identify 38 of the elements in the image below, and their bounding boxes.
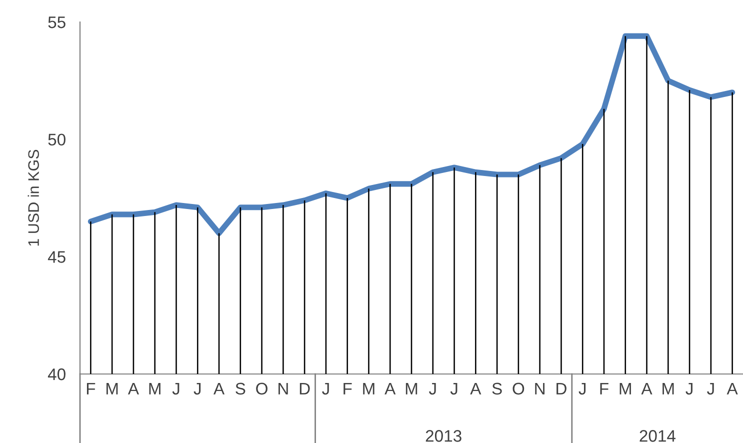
x-tick-label: N bbox=[278, 382, 288, 394]
x-tick-label: M bbox=[620, 382, 631, 394]
x-tick-label: J bbox=[578, 382, 586, 395]
x-tick-label: A bbox=[128, 382, 139, 394]
x-tick-label: M bbox=[662, 382, 674, 394]
text: 2013 bbox=[426, 430, 462, 442]
y-tick-label: 40 bbox=[48, 368, 66, 380]
x-tick-label: M bbox=[149, 382, 160, 394]
x-tick-label: J bbox=[686, 382, 692, 395]
x-tick-label: S bbox=[492, 382, 502, 395]
x-tick-label: S bbox=[236, 382, 246, 395]
x-tick-label: D bbox=[556, 382, 566, 394]
x-tick-label: F bbox=[86, 382, 96, 394]
x-tick-label: M bbox=[406, 382, 418, 394]
y-tick-label: 55 bbox=[48, 16, 66, 28]
x-tick-label: A bbox=[470, 382, 482, 394]
x-tick-label: O bbox=[256, 382, 268, 395]
x-tick-label: A bbox=[213, 382, 225, 394]
x-tick-label: D bbox=[300, 382, 310, 394]
y-tick-label: 45 bbox=[48, 251, 66, 263]
y-tick-label: 50 bbox=[48, 134, 66, 146]
x-tick-label: J bbox=[194, 382, 201, 395]
x-tick-label: J bbox=[428, 382, 436, 395]
x-tick-label: J bbox=[707, 382, 714, 395]
x-tick-label: J bbox=[450, 382, 458, 395]
x-tick-label: M bbox=[106, 382, 118, 394]
text: 2014 bbox=[640, 430, 676, 442]
x-tick-label: M bbox=[363, 382, 374, 394]
x-tick-label: F bbox=[344, 382, 352, 394]
x-tick-label: O bbox=[512, 382, 524, 395]
x-tick-label: F bbox=[600, 382, 608, 394]
x-tick-label: J bbox=[322, 382, 329, 395]
x-tick-label: A bbox=[384, 382, 396, 394]
y-axis-title: 1 USD in KGS bbox=[28, 150, 39, 246]
x-tick-label: A bbox=[641, 382, 652, 394]
x-tick-label: A bbox=[726, 382, 738, 394]
x-tick-label: N bbox=[535, 382, 544, 394]
x-tick-label: J bbox=[172, 382, 180, 395]
